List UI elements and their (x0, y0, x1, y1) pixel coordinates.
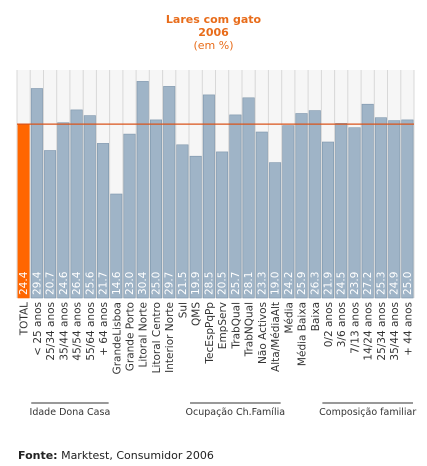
value-label: 25.9 (296, 272, 308, 295)
bar (44, 150, 57, 299)
category-label: 3/6 anos (336, 302, 348, 347)
chart-year: 2006 (198, 26, 229, 39)
value-label: 23.0 (124, 272, 136, 295)
value-label: 26.3 (309, 272, 321, 295)
source-label: Fonte: (18, 449, 58, 462)
bar (176, 144, 189, 299)
value-label: 24.6 (58, 271, 70, 295)
category-label: Baixa (310, 302, 322, 331)
source-text: Marktest, Consumidor 2006 (57, 449, 214, 462)
value-label: 25.3 (375, 272, 387, 295)
category-label: < 25 anos (32, 302, 44, 356)
category-label: EmpServ (217, 302, 229, 349)
category-label: TrabNQual (244, 302, 256, 357)
category-label: TOTAL (19, 302, 31, 336)
category-label: TecEspPqPp (204, 302, 216, 365)
chart-title: Lares com gato (165, 13, 262, 26)
category-label: GrandeLisboa (111, 302, 123, 374)
bar (374, 117, 387, 299)
category-label: 14/24 anos (363, 302, 375, 361)
bar (123, 133, 136, 299)
bar (308, 110, 321, 299)
category-label: Alta/MédiaAlt (270, 302, 282, 372)
category-label: Litoral Centro (151, 302, 163, 373)
bar (163, 86, 176, 299)
bar (242, 97, 255, 299)
bar-chart: 24.4 29.4 20.7 24.6 26.4 25.6 21.7 14.6 23.0 30.4… (16, 70, 416, 418)
category-label: 55/64 anos (85, 302, 97, 361)
bar (189, 155, 202, 299)
category-label: Média (283, 302, 295, 334)
value-label: 19.0 (270, 272, 282, 295)
value-label: 21.9 (322, 272, 334, 295)
category-label: Grande Porto (124, 302, 136, 371)
category-label: 35/44 anos (389, 302, 401, 361)
bar (295, 113, 308, 299)
value-label: 25.0 (402, 272, 414, 295)
category-label: Média Baixa (297, 302, 309, 366)
category-label: Interior Norte (164, 302, 176, 373)
bar (136, 81, 149, 299)
value-label: 28.5 (203, 272, 215, 295)
bar (97, 143, 110, 299)
value-label: 21.7 (98, 272, 110, 295)
value-label: 28.1 (243, 272, 255, 295)
bar (361, 103, 374, 299)
value-label: 24.5 (336, 272, 348, 295)
category-label: TrabQual (230, 302, 242, 350)
bar (255, 131, 268, 299)
bar (348, 127, 361, 299)
bar (282, 125, 295, 299)
bar (202, 94, 215, 299)
category-label: Não Activos (257, 302, 269, 364)
group-label: Idade Dona Casa (30, 407, 111, 418)
category-label: 25/34 anos (376, 302, 388, 361)
value-label: 30.4 (137, 271, 149, 295)
category-label: 45/54 anos (72, 302, 84, 361)
value-label: 24.4 (18, 271, 30, 295)
chart-unit: (em %) (193, 39, 234, 52)
value-label: 21.5 (177, 272, 189, 295)
bar (150, 119, 163, 299)
bar (335, 123, 348, 299)
value-label: 29.4 (31, 271, 43, 295)
bar (70, 109, 83, 299)
category-label: + 44 anos (402, 302, 414, 356)
category-label: + 64 anos (98, 302, 110, 356)
group-label: Composição familiar (319, 407, 416, 418)
bar (321, 141, 334, 299)
bar (83, 115, 96, 299)
category-label: Litoral Norte (138, 302, 150, 368)
value-label: 26.4 (71, 271, 83, 295)
category-label: Sul (177, 302, 189, 318)
bar (229, 114, 242, 299)
bar (110, 193, 123, 299)
value-label: 23.9 (349, 272, 361, 295)
category-label: QMS (191, 302, 203, 326)
value-label: 25.0 (150, 272, 162, 295)
value-label: 20.7 (45, 272, 57, 295)
category-label: 7/13 anos (349, 302, 361, 354)
bar (401, 119, 414, 299)
bar (388, 120, 401, 299)
value-label: 19.9 (190, 272, 202, 295)
value-label: 14.6 (111, 271, 123, 295)
bar (57, 122, 70, 299)
value-label: 25.7 (230, 272, 242, 295)
bar (30, 88, 43, 299)
bar (216, 151, 229, 299)
value-label: 24.2 (283, 272, 295, 295)
bar (269, 162, 282, 299)
value-label: 20.5 (217, 272, 229, 295)
category-label: 0/2 anos (323, 302, 335, 347)
value-label: 24.9 (389, 272, 401, 295)
source-note: Fonte: Marktest, Consumidor 2006 (18, 449, 214, 462)
value-label: 25.6 (84, 271, 96, 295)
value-label: 27.2 (362, 272, 374, 295)
category-label: 35/44 anos (58, 302, 70, 361)
value-label: 23.3 (256, 272, 268, 295)
category-label: 25/34 anos (45, 302, 57, 361)
value-label: 29.7 (164, 272, 176, 295)
group-label: Ocupação Ch.Família (186, 407, 286, 418)
